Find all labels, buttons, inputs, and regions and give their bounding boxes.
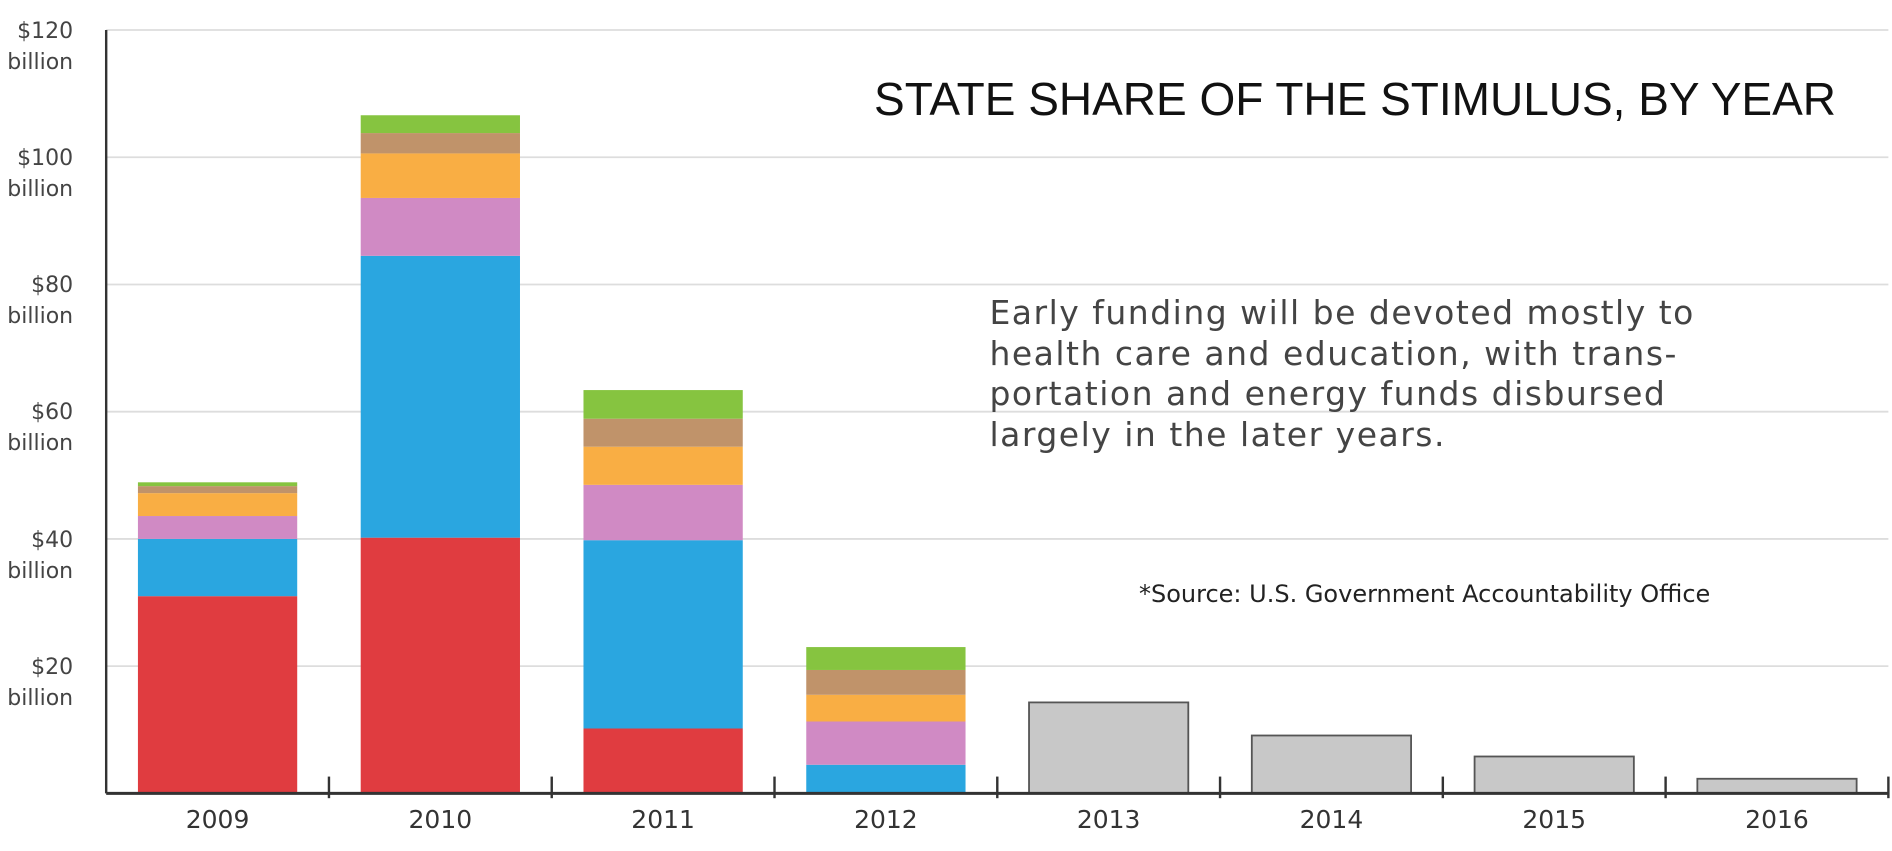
x-tick-label: 2013 bbox=[1076, 805, 1141, 835]
bar-segment bbox=[1028, 701, 1190, 795]
bar-segment bbox=[360, 115, 520, 134]
bar-segment bbox=[806, 647, 966, 670]
bar-segment bbox=[806, 694, 966, 722]
bar-segment bbox=[1696, 777, 1858, 795]
source-note: *Source: U.S. Government Accountability … bbox=[1139, 580, 1711, 608]
bar-segment bbox=[137, 538, 298, 597]
bar-segment bbox=[1250, 734, 1412, 795]
bar-segment bbox=[137, 596, 298, 794]
y-tick-label: $60 billion bbox=[7, 400, 74, 457]
y-tick-label: $80 billion bbox=[7, 273, 74, 330]
annotation-line: health care and education, with trans- bbox=[989, 333, 1678, 373]
bar-segment bbox=[806, 764, 966, 794]
bar-segment bbox=[583, 540, 743, 729]
bar-segment bbox=[360, 133, 520, 154]
bar-segment bbox=[360, 537, 520, 794]
bar-segment bbox=[137, 486, 298, 494]
bar-segment bbox=[583, 418, 743, 447]
x-tick-label: 2011 bbox=[631, 805, 695, 835]
y-tick-label: $20 billion bbox=[7, 654, 74, 711]
x-tick-label: 2012 bbox=[854, 805, 918, 835]
bar-segment bbox=[360, 255, 520, 538]
bar-segment bbox=[137, 493, 298, 517]
bar-segment bbox=[806, 669, 966, 695]
chart-title: STATE SHARE OF THE STIMULUS, BY YEAR bbox=[874, 73, 1836, 125]
bar-segment bbox=[583, 446, 743, 485]
annotation-line: Early funding will be devoted mostly to bbox=[989, 292, 1695, 332]
bar-segment bbox=[137, 516, 298, 539]
bar-segment bbox=[583, 728, 743, 794]
x-tick-label: 2016 bbox=[1745, 805, 1809, 835]
y-tick-label: $100 billion bbox=[7, 145, 74, 202]
bar-segment bbox=[360, 153, 520, 198]
bar-segment bbox=[1473, 755, 1635, 795]
x-tick-label: 2010 bbox=[408, 805, 473, 835]
x-tick-label: 2015 bbox=[1522, 805, 1587, 835]
bar-segment bbox=[583, 484, 743, 541]
annotation-line: largely in the later years. bbox=[989, 415, 1446, 455]
x-tick-label: 2014 bbox=[1299, 805, 1364, 835]
y-tick-label: $40 billion bbox=[7, 527, 74, 584]
y-tick-label: $120 billion bbox=[7, 18, 74, 75]
bar-segment bbox=[360, 197, 520, 256]
bar-segment bbox=[137, 482, 298, 487]
bar-segment bbox=[583, 390, 743, 419]
x-tick-label: 2009 bbox=[185, 805, 250, 835]
annotation-line: portation and energy funds disbursed bbox=[989, 374, 1667, 414]
bar-segment bbox=[806, 721, 966, 765]
